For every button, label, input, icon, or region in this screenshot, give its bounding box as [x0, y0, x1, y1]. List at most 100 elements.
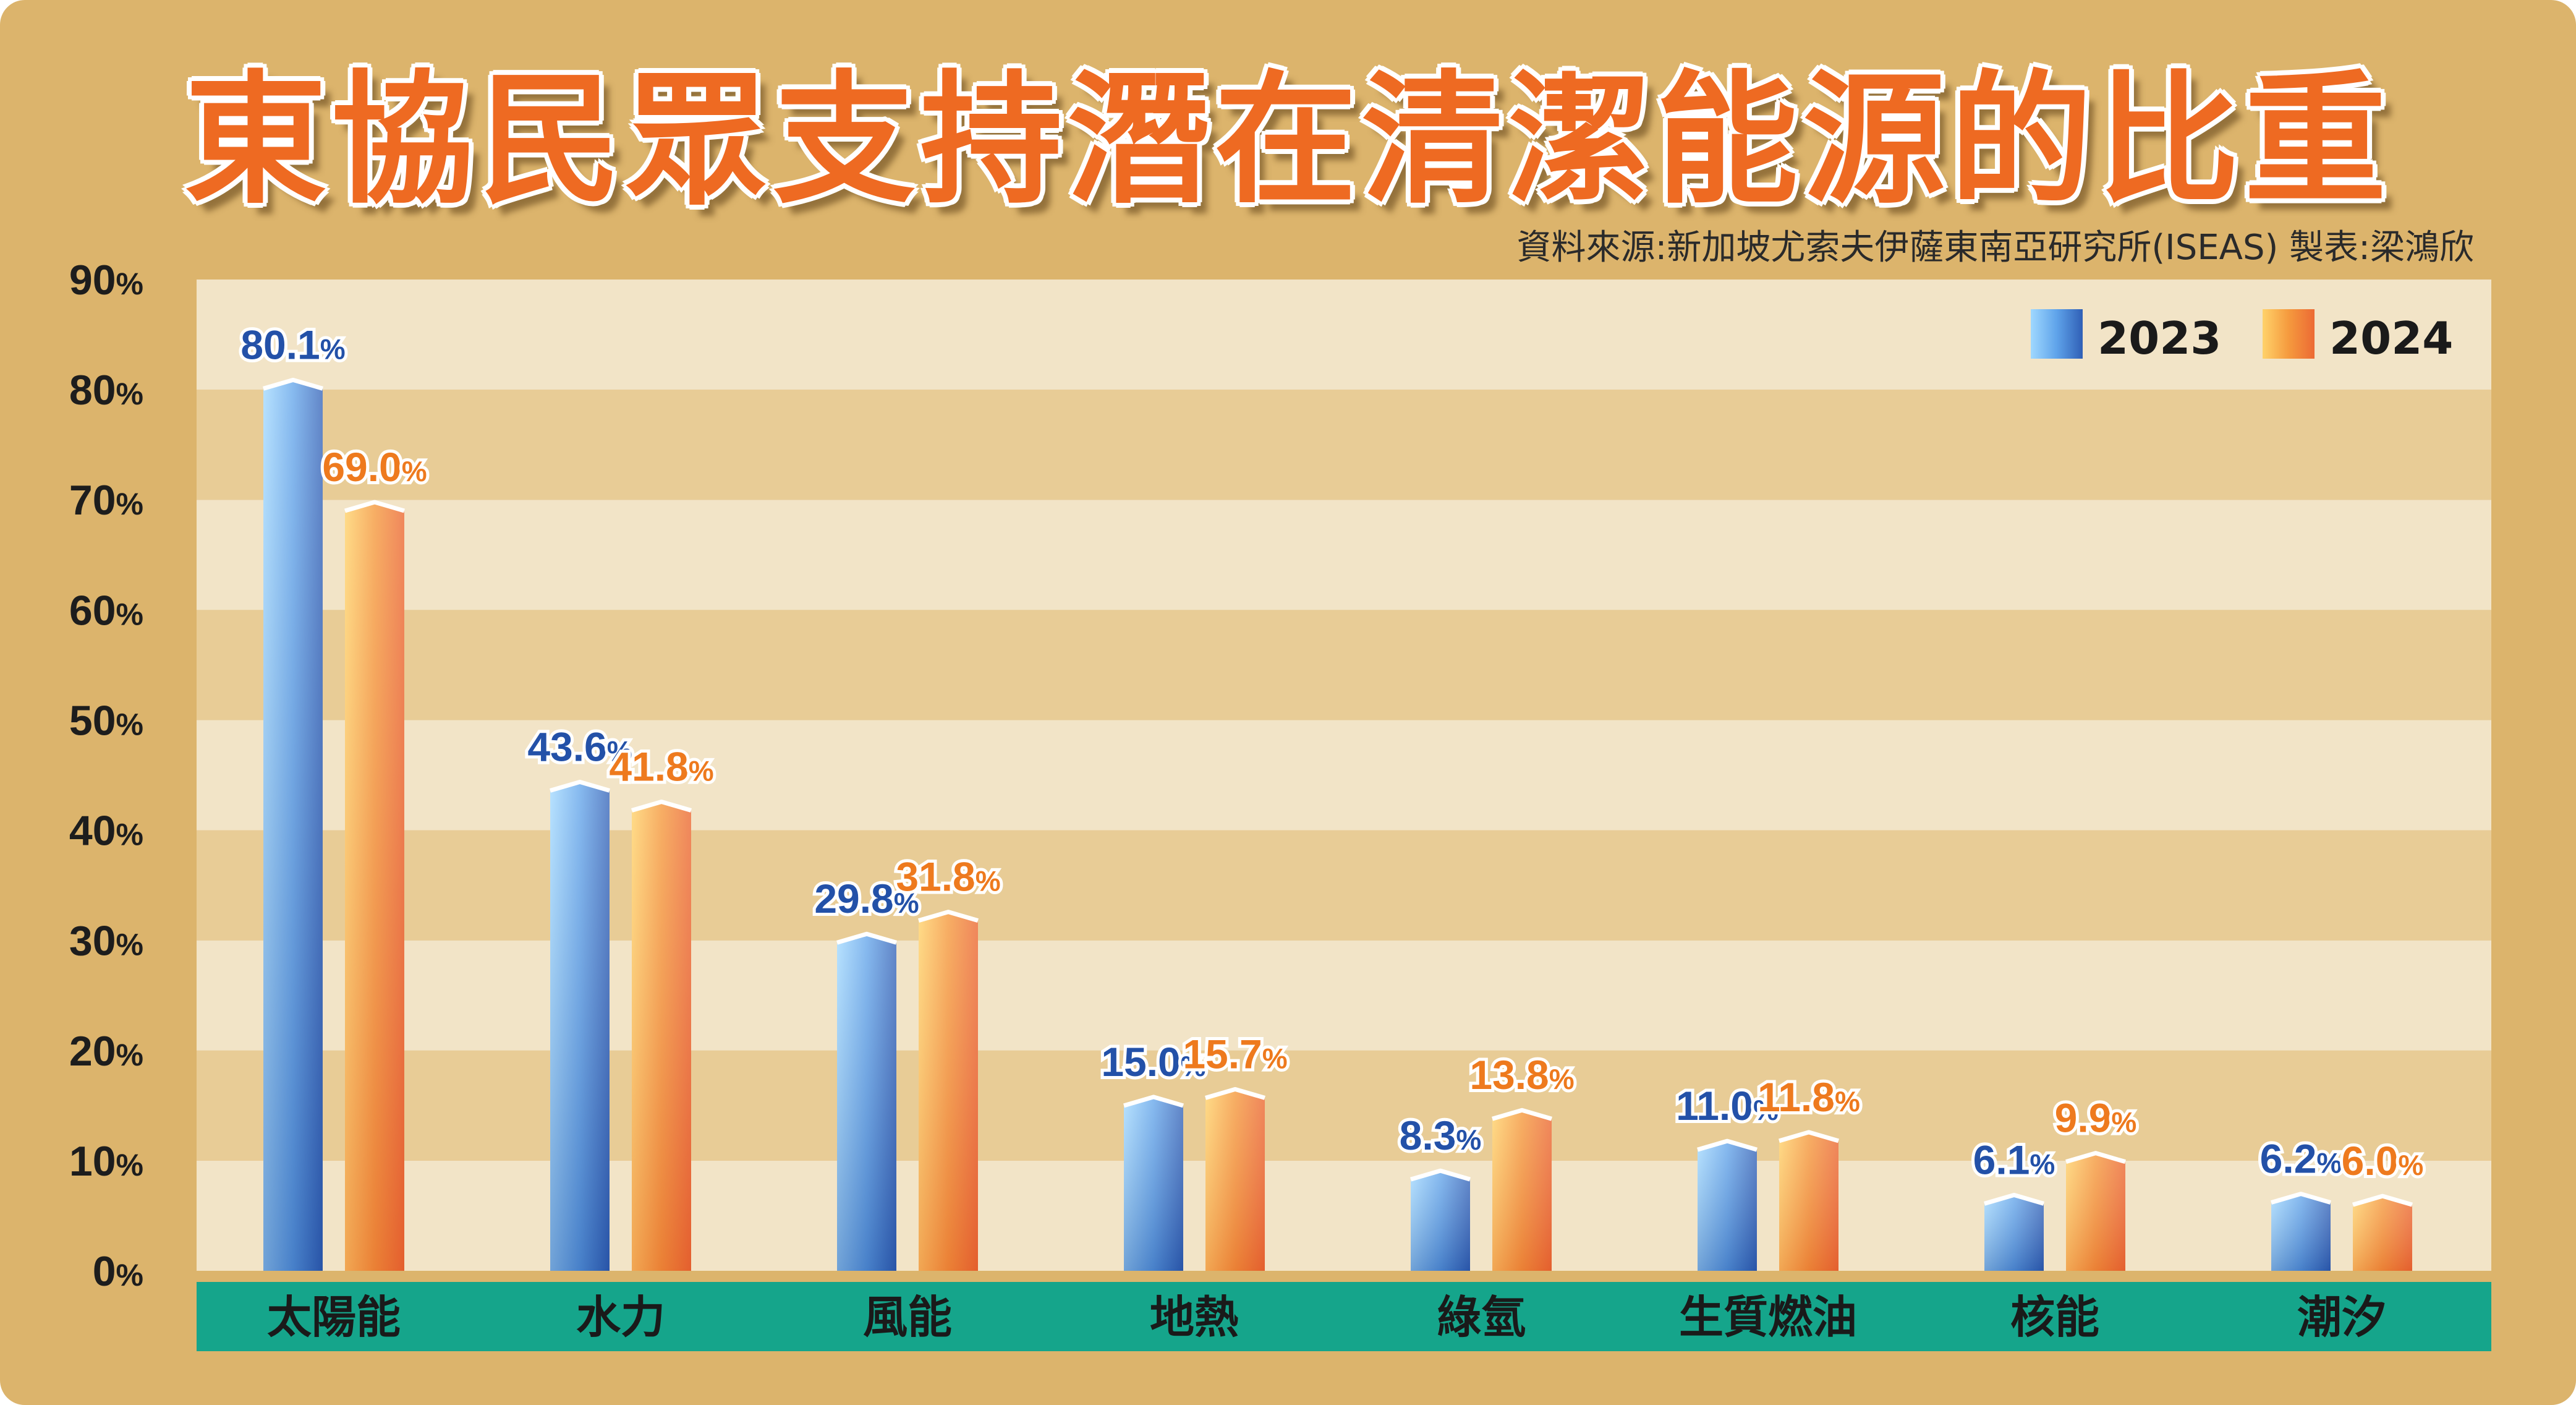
bar-cap [263, 377, 323, 391]
value-label: 15.0% [1101, 1039, 1205, 1085]
bar-cap [918, 910, 979, 923]
legend-label: 2024 [2329, 312, 2453, 364]
value-label: 41.8% [609, 743, 713, 789]
bar-shade [1984, 1195, 2044, 1271]
grid-band [197, 1160, 2491, 1271]
bar-cap [1410, 1168, 1471, 1182]
legend: 2023 2024 [2031, 309, 2453, 364]
bar-2023-2 [836, 931, 897, 1271]
value-label: 15.7% [1183, 1031, 1287, 1077]
bar-2023-1 [550, 779, 610, 1271]
value-label: 31.8% [896, 854, 1000, 900]
legend-item-2023: 2023 [2031, 309, 2221, 364]
bar-2023-0 [263, 377, 323, 1271]
category-label: 風能 [863, 1291, 952, 1343]
grid-band [197, 500, 2491, 610]
value-labels: 80.1% 43.6% 29.8% 15.0% 8.3% 11.0% 6.1% 6.2% 69.… [237, 318, 2426, 1187]
value-label: 11.8% [1758, 1074, 1860, 1120]
y-tick-label: 60% [69, 587, 143, 634]
legend-label: 2023 [2098, 312, 2221, 364]
legend-item-2024: 2024 [2263, 309, 2453, 364]
y-tick-label: 90% [69, 257, 143, 304]
bar-shade [1205, 1089, 1265, 1271]
category-label: 太陽能 [267, 1291, 401, 1343]
bar-cap [2271, 1192, 2331, 1205]
value-label: 11.0% [1676, 1083, 1779, 1129]
value-label: 6.0% [2342, 1138, 2424, 1184]
bar-2024-6 [2065, 1151, 2126, 1271]
bar-shade [2066, 1153, 2125, 1271]
value-label: 29.8% [814, 876, 919, 921]
value-label: 69.0% [322, 444, 427, 490]
bar-shade [1411, 1171, 1470, 1271]
bar-shade [263, 380, 323, 1271]
bar-cap [2352, 1194, 2413, 1207]
bar-shade [1492, 1110, 1552, 1271]
bar-2024-5 [1779, 1130, 1839, 1271]
category-label: 核能 [2010, 1291, 2099, 1343]
bar-2024-3 [1205, 1087, 1265, 1271]
bar-cap [344, 500, 405, 513]
grid-bands [197, 280, 2491, 1271]
bar-shade [837, 934, 896, 1271]
bar-cap [2065, 1151, 2126, 1164]
y-tick-label: 70% [69, 477, 143, 524]
y-tick-label: 0% [93, 1248, 143, 1295]
grid-band [197, 1050, 2491, 1161]
category-label: 地熱 [1150, 1291, 1239, 1343]
bar-shade [345, 502, 404, 1271]
category-label: 水力 [576, 1291, 665, 1343]
y-axis: 0% 10% 20% 30% 40% 50% 60% 70% 80% 90% [69, 257, 143, 1295]
bar-2023-4 [1410, 1168, 1471, 1271]
y-tick-label: 20% [69, 1028, 143, 1075]
y-tick-label: 40% [69, 808, 143, 855]
bar-cap [1123, 1095, 1184, 1108]
bar-shade [2271, 1194, 2331, 1271]
bar-2023-6 [1984, 1192, 2044, 1271]
bar-shade [919, 912, 978, 1271]
bar-shade [1124, 1096, 1183, 1271]
category-label: 綠氫 [1437, 1291, 1526, 1343]
value-label: 6.1% [1973, 1137, 2055, 1182]
grid-band [197, 940, 2491, 1051]
bar-2024-4 [1492, 1108, 1552, 1271]
bar-shade [632, 801, 691, 1271]
grid-band [197, 830, 2491, 941]
bar-cap [1492, 1108, 1552, 1121]
bar-cap [836, 931, 897, 945]
bars-layer [263, 377, 2413, 1271]
bar-2024-0 [344, 500, 405, 1271]
y-tick-label: 30% [69, 918, 143, 965]
value-label: 80.1% [240, 322, 345, 367]
value-label: 13.8% [1469, 1052, 1574, 1098]
bar-2024-1 [631, 800, 692, 1271]
bar-shade [2353, 1196, 2412, 1271]
value-label: 43.6% [527, 724, 632, 769]
legend-swatch [2031, 309, 2083, 359]
category-label: 潮汐 [2297, 1291, 2386, 1343]
value-label: 8.3% [1400, 1112, 1482, 1158]
value-label: 9.9% [2055, 1095, 2137, 1141]
bar-cap [1779, 1130, 1839, 1143]
bar-shade [1779, 1132, 1838, 1271]
bar-2023-5 [1697, 1138, 1758, 1271]
bar-cap [631, 800, 692, 813]
bar-2024-7 [2352, 1194, 2413, 1271]
y-tick-label: 80% [69, 367, 143, 414]
grid-band [197, 390, 2491, 500]
category-axis-bar [197, 1282, 2491, 1351]
bar-2023-3 [1123, 1095, 1184, 1271]
y-tick-label: 10% [69, 1138, 143, 1185]
bar-cap [550, 779, 610, 793]
grid-band [197, 280, 2491, 390]
source-credit: 資料來源:新加坡尤索夫伊薩東南亞研究所(ISEAS) 製表:梁鴻欣 [1516, 228, 2474, 268]
bar-2024-2 [918, 910, 979, 1271]
bar-cap [1205, 1087, 1265, 1100]
bar-shade [1698, 1141, 1757, 1271]
value-label: 6.2% [2260, 1136, 2342, 1182]
chart-title: 東協民眾支持潛在清潔能源的比重 [184, 58, 2392, 223]
bar-cap [1697, 1138, 1758, 1152]
legend-swatch [2263, 309, 2315, 359]
bar-shade [550, 782, 610, 1271]
